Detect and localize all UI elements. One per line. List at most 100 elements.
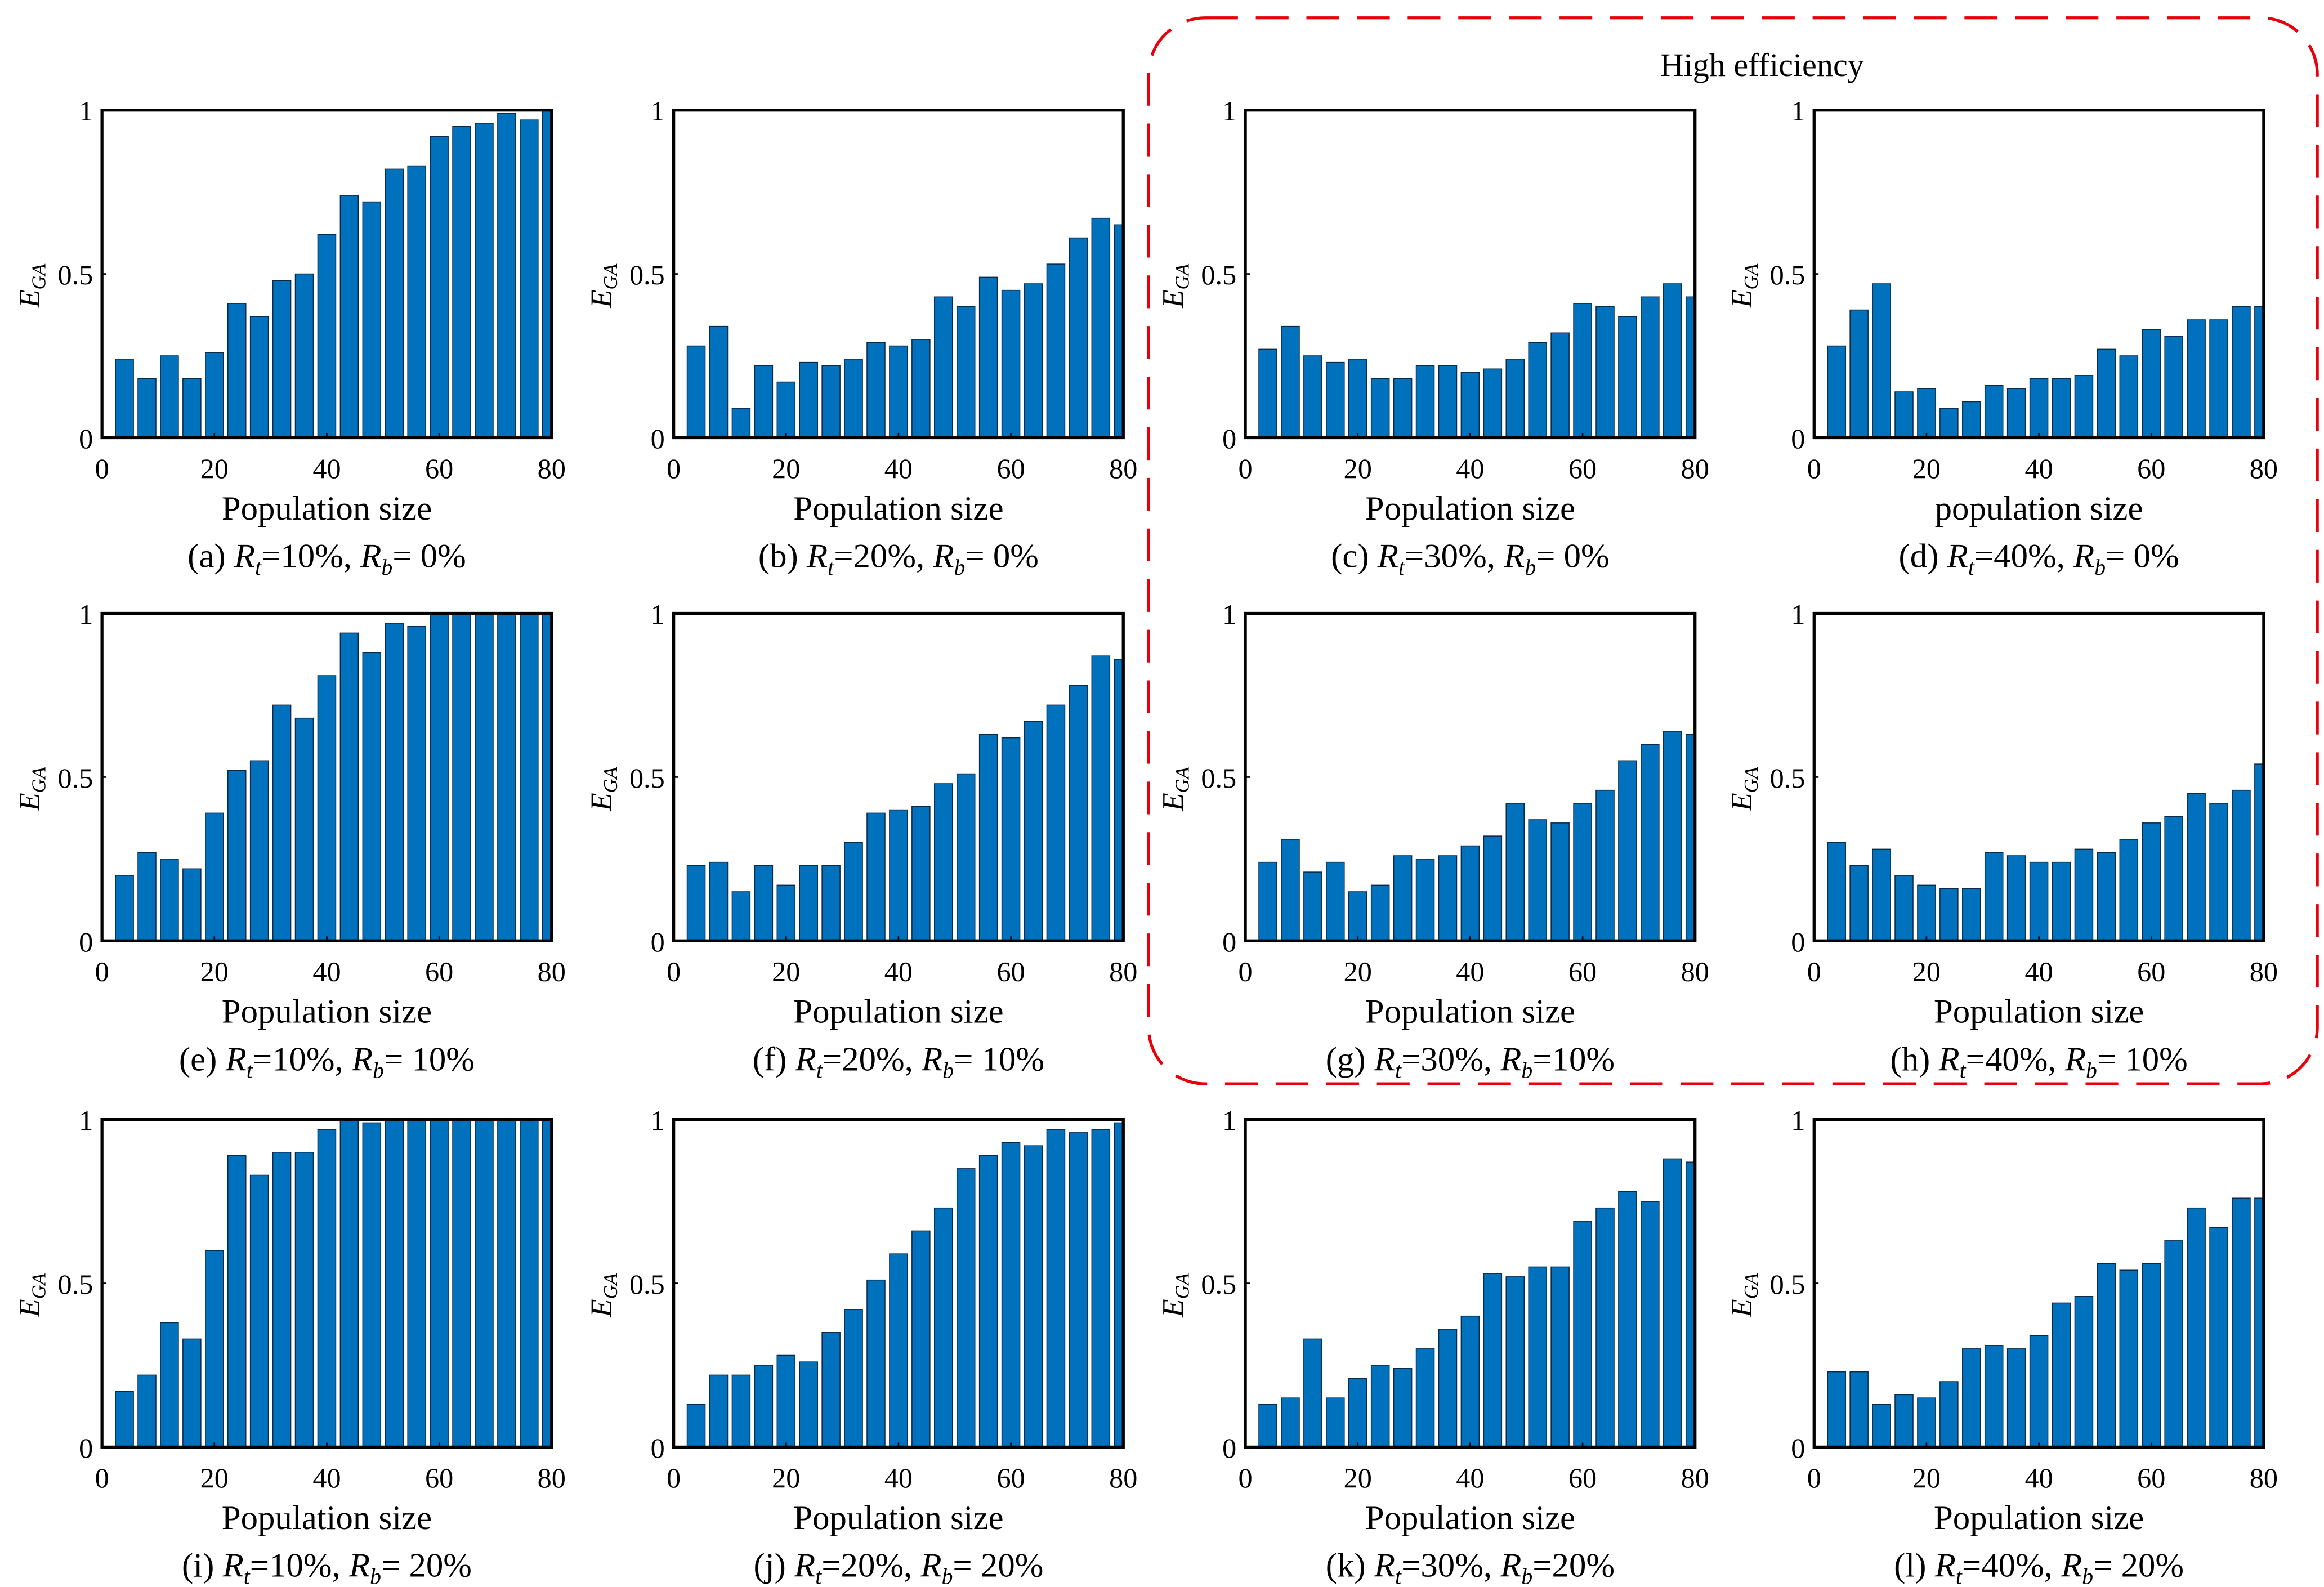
caption-rb-value: = 10% bbox=[384, 1040, 475, 1078]
caption-r: R bbox=[222, 1546, 244, 1584]
bar bbox=[1483, 1273, 1503, 1448]
subplot-caption: (k) Rt=30%, Rb=20% bbox=[1326, 1546, 1615, 1587]
bar bbox=[1984, 1345, 2004, 1448]
y-axis-label-main: E bbox=[1157, 793, 1190, 811]
bar bbox=[2232, 306, 2251, 439]
bar bbox=[160, 859, 179, 942]
bar bbox=[520, 613, 539, 942]
caption-t-sub: t bbox=[1398, 555, 1405, 580]
bar bbox=[385, 168, 404, 439]
y-axis-label-main: E bbox=[1157, 289, 1190, 308]
caption-rb-value: =10% bbox=[1532, 1040, 1615, 1078]
bar bbox=[137, 378, 157, 439]
caption-b-sub: b bbox=[373, 1058, 384, 1083]
y-tick-label: 0 bbox=[1222, 423, 1236, 454]
x-tick-label: 20 bbox=[1912, 956, 1941, 987]
bar bbox=[2029, 378, 2049, 439]
caption-r: R bbox=[1947, 538, 1968, 575]
caption-rb-value: = 10% bbox=[2097, 1040, 2188, 1078]
y-tick-label: 0.5 bbox=[1770, 762, 1805, 794]
bar bbox=[1641, 1201, 1660, 1448]
x-tick-label: 20 bbox=[1912, 453, 1941, 484]
x-tick-label: 20 bbox=[1344, 956, 1372, 987]
bar bbox=[452, 1119, 471, 1448]
bar bbox=[1849, 1371, 1869, 1448]
bar bbox=[2142, 822, 2161, 942]
caption-r: R bbox=[920, 1546, 941, 1584]
x-tick-label: 60 bbox=[1568, 453, 1597, 484]
bar bbox=[1663, 283, 1682, 439]
x-tick-label: 0 bbox=[1807, 1462, 1821, 1494]
x-tick-label: 40 bbox=[312, 453, 341, 484]
bar bbox=[137, 852, 157, 942]
caption-t-sub: t bbox=[1960, 1058, 1967, 1083]
caption-r: R bbox=[1938, 1040, 1959, 1078]
bar bbox=[497, 1119, 516, 1448]
y-axis-label-sub: GA bbox=[1741, 263, 1762, 290]
y-tick-label: 0.5 bbox=[57, 1268, 93, 1300]
y-tick-label: 0 bbox=[1791, 1432, 1805, 1464]
y-tick-label: 0.5 bbox=[57, 762, 93, 794]
y-tick-label: 0 bbox=[79, 926, 93, 958]
caption-tag: (i) bbox=[182, 1546, 223, 1584]
bar bbox=[1069, 1132, 1088, 1448]
x-tick-label: 0 bbox=[1807, 453, 1821, 484]
bar bbox=[2187, 1207, 2206, 1448]
caption-r: R bbox=[794, 1546, 815, 1584]
bar bbox=[520, 119, 539, 439]
y-axis-label: EGA bbox=[1726, 263, 1762, 309]
caption-b-sub: b bbox=[1521, 1058, 1532, 1083]
y-axis-label: EGA bbox=[14, 263, 50, 309]
bar bbox=[1618, 316, 1637, 439]
bar bbox=[889, 345, 908, 439]
caption-tag: (b) bbox=[758, 538, 807, 575]
bar bbox=[452, 126, 471, 439]
y-tick-label: 0 bbox=[651, 926, 665, 958]
subplot-caption: (c) Rt=30%, Rb= 0% bbox=[1331, 538, 1610, 580]
bar bbox=[799, 1361, 818, 1448]
bar bbox=[1641, 296, 1660, 439]
bar bbox=[2187, 793, 2206, 942]
y-tick-label: 0.5 bbox=[1201, 259, 1236, 290]
bar bbox=[2074, 375, 2094, 439]
caption-r: R bbox=[360, 538, 381, 575]
x-tick-label: 0 bbox=[1239, 956, 1253, 987]
x-tick-label: 80 bbox=[538, 1462, 566, 1494]
bar bbox=[2209, 1227, 2228, 1448]
bar bbox=[475, 123, 494, 439]
bar bbox=[2074, 1296, 2094, 1448]
y-axis-label-sub: GA bbox=[1172, 767, 1194, 793]
caption-t-sub: t bbox=[828, 555, 834, 580]
bar bbox=[1303, 871, 1322, 942]
caption-b-sub: b bbox=[381, 555, 392, 580]
y-axis-label-main: E bbox=[586, 793, 618, 811]
bar bbox=[407, 625, 426, 942]
bar bbox=[1550, 332, 1570, 439]
bar bbox=[115, 1391, 134, 1448]
y-tick-label: 0 bbox=[79, 423, 93, 454]
bar bbox=[1939, 408, 1959, 439]
x-axis-label: Population size bbox=[793, 993, 1003, 1031]
y-axis-label-main: E bbox=[1726, 289, 1758, 308]
bar bbox=[844, 359, 863, 439]
bar bbox=[956, 306, 976, 439]
y-axis-label: EGA bbox=[1726, 1273, 1762, 1318]
bar bbox=[1827, 345, 1846, 439]
caption-rt-value: =10%, bbox=[250, 1546, 349, 1584]
bar bbox=[731, 408, 751, 439]
bar bbox=[249, 316, 269, 439]
caption-tag: (g) bbox=[1326, 1040, 1374, 1078]
caption-b-sub: b bbox=[942, 1564, 953, 1587]
bar bbox=[1595, 1207, 1615, 1448]
caption-r: R bbox=[1500, 1040, 1521, 1078]
bar bbox=[686, 345, 706, 439]
y-tick-label: 1 bbox=[651, 1105, 665, 1136]
x-tick-label: 20 bbox=[1912, 1462, 1941, 1494]
subplot-f: 0 20 40 60 80 0 0.5 1 EGA Population size (f) Rt=2… bbox=[586, 598, 1138, 1083]
y-axis-label: EGA bbox=[1157, 767, 1194, 812]
bar bbox=[160, 1322, 179, 1448]
x-tick-label: 60 bbox=[1568, 1462, 1597, 1494]
caption-rb-value: = 20% bbox=[2093, 1546, 2184, 1584]
caption-r: R bbox=[225, 1040, 247, 1078]
bar bbox=[430, 1119, 449, 1448]
